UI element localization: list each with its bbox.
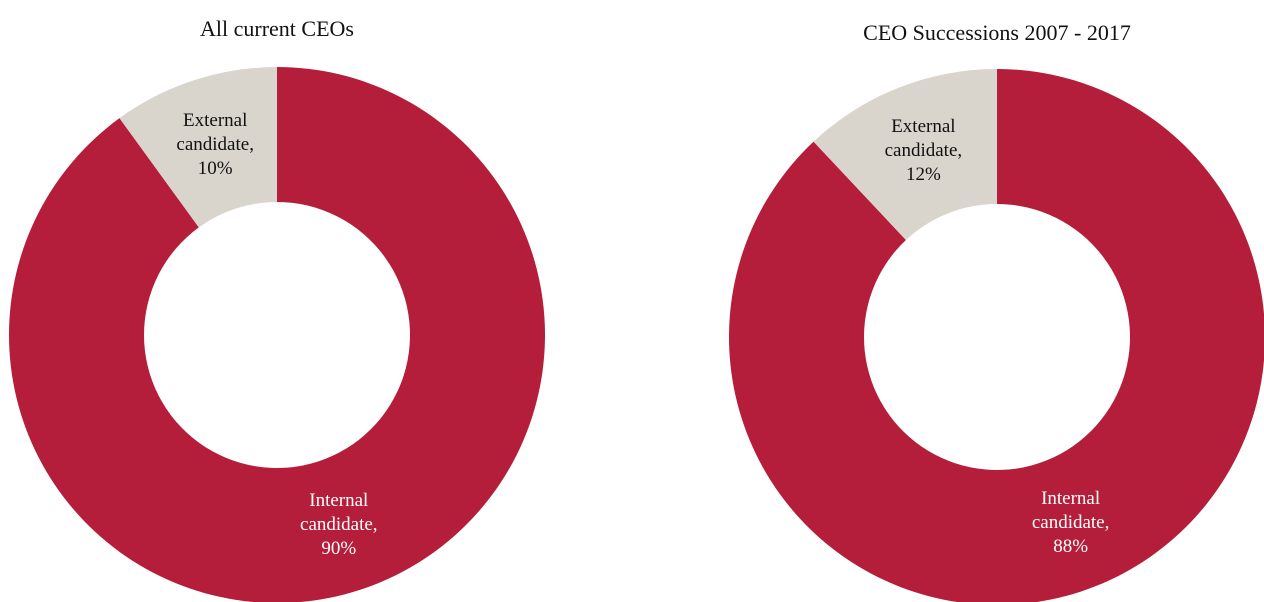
chart-title: All current CEOs (200, 16, 354, 41)
slice-value: 10% (197, 157, 233, 179)
slice-label: External candidate, 12% (868, 115, 978, 187)
slice-label: External candidate, 10% (160, 109, 270, 181)
donut-slice (729, 69, 1264, 602)
slice-category: External candidate, (884, 116, 963, 162)
slice-value: 88% (1053, 535, 1089, 557)
slice-category: Internal candidate, (300, 490, 378, 536)
chart-title: CEO Successions 2007 - 2017 (863, 20, 1131, 45)
slice-category: Internal candidate, (1031, 487, 1110, 533)
donut-slice (9, 67, 545, 602)
slice-label: Internal candidate, 88% (1016, 487, 1126, 559)
slice-label: Internal candidate, 90% (284, 489, 394, 561)
donut-slice (813, 69, 997, 241)
slice-category: External candidate, (176, 109, 254, 155)
slice-value: 90% (321, 538, 357, 560)
donut-slice (119, 67, 278, 228)
slice-value: 12% (905, 164, 941, 186)
